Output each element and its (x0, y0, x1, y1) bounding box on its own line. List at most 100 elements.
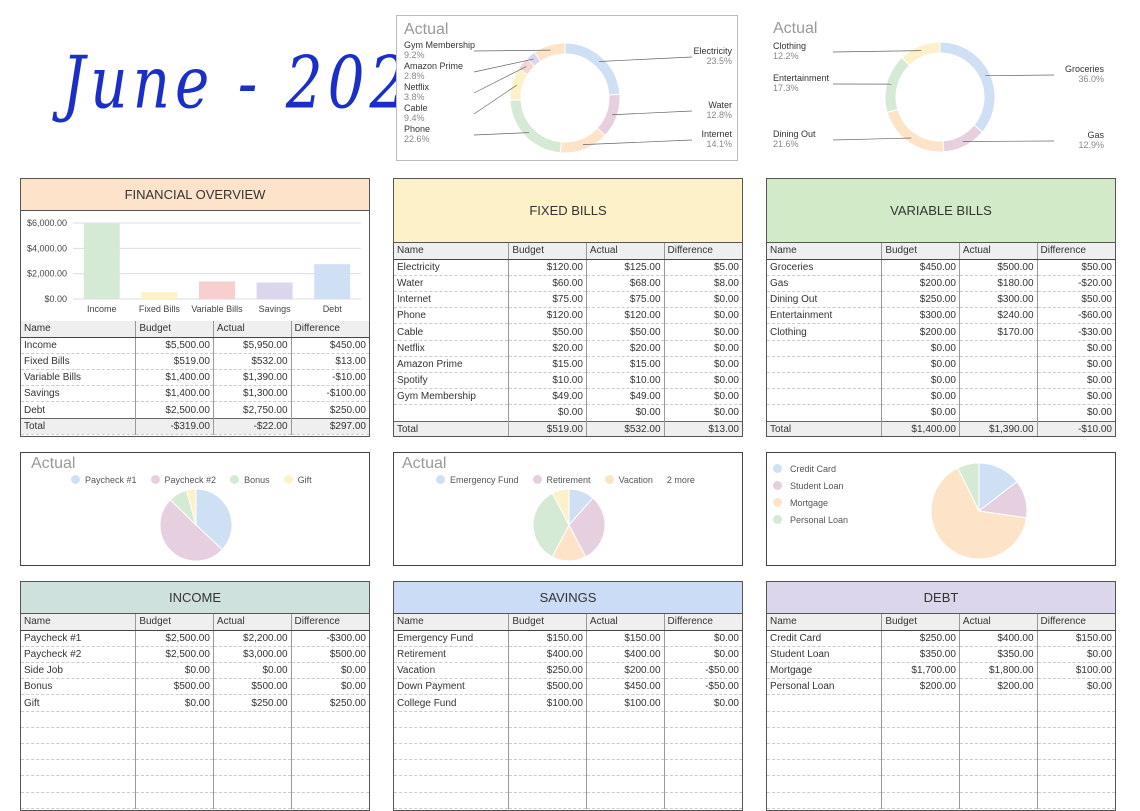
table-cell: $500.00 (136, 679, 214, 695)
table-cell: $450.00 (586, 679, 664, 695)
x-tick-label: Savings (259, 304, 292, 314)
table-cell: -$100.00 (291, 386, 369, 402)
table-row: Fixed Bills$519.00$532.00$13.00 (21, 353, 369, 369)
table-row: Debt$2,500.00$2,750.00$250.00 (21, 402, 369, 418)
table-cell (509, 776, 587, 792)
table-cell: $0.00 (136, 663, 214, 679)
table-row (394, 711, 742, 727)
slice-percent: 2.8% (404, 71, 425, 81)
slice-percent: 9.4% (404, 113, 425, 123)
table-cell (959, 356, 1037, 372)
table-cell (767, 695, 882, 711)
table-row: Emergency Fund$150.00$150.00$0.00 (394, 630, 742, 646)
table-cell (767, 727, 882, 743)
slice-label: Internet (701, 129, 732, 139)
table-cell: $0.00 (586, 405, 664, 421)
table-cell: $0.00 (1037, 340, 1115, 356)
bar-fixed-bills (141, 292, 177, 299)
table-cell: $5.00 (664, 259, 742, 275)
table-cell: $120.00 (509, 259, 587, 275)
table-cell: $0.00 (664, 405, 742, 421)
table-cell: $0.00 (882, 405, 960, 421)
total-cell: $532.00 (586, 421, 664, 437)
table-cell: $0.00 (1037, 405, 1115, 421)
table-row (394, 760, 742, 776)
leader-line (985, 75, 1054, 76)
table-row: Clothing$200.00$170.00-$30.00 (767, 324, 1115, 340)
table-cell (1037, 760, 1115, 776)
table-cell (959, 389, 1037, 405)
table-row: Side Job$0.00$0.00$0.00 (21, 663, 369, 679)
table-cell: $200.00 (882, 679, 960, 695)
bar-savings (257, 283, 293, 299)
slice-percent: 21.6% (773, 139, 799, 149)
table-row: Cable$50.00$50.00$0.00 (394, 324, 742, 340)
table-cell (291, 760, 369, 776)
y-tick-label: $6,000.00 (27, 218, 67, 228)
table-cell (882, 695, 960, 711)
column-header: Actual (586, 243, 664, 259)
table-cell: $13.00 (291, 353, 369, 369)
table-cell (767, 760, 882, 776)
table-cell: $0.00 (664, 356, 742, 372)
table-cell: $0.00 (664, 308, 742, 324)
table-cell: $68.00 (586, 275, 664, 291)
total-cell: $1,390.00 (959, 421, 1037, 437)
total-cell: $1,400.00 (882, 421, 960, 437)
table-cell: Gift (21, 695, 136, 711)
column-header: Difference (1037, 614, 1115, 630)
table-cell: -$300.00 (291, 630, 369, 646)
table-cell: $0.00 (136, 695, 214, 711)
table-cell: $125.00 (586, 259, 664, 275)
bar-variable-bills (199, 281, 235, 299)
table-cell: $250.00 (509, 663, 587, 679)
table-cell (664, 711, 742, 727)
table-cell: $50.00 (1037, 259, 1115, 275)
table-row: Gym Membership$49.00$49.00$0.00 (394, 389, 742, 405)
table-cell (136, 727, 214, 743)
table-cell: $1,300.00 (213, 386, 291, 402)
table-cell: Electricity (394, 259, 509, 275)
table-cell (959, 711, 1037, 727)
table-cell: $200.00 (586, 663, 664, 679)
panel-title: FINANCIAL OVERVIEW (21, 179, 369, 211)
total-cell: -$319.00 (136, 418, 214, 434)
table-cell (959, 760, 1037, 776)
table-cell: $50.00 (1037, 292, 1115, 308)
table-cell: $0.00 (664, 340, 742, 356)
table-cell: $1,700.00 (882, 663, 960, 679)
table-cell: $0.00 (664, 389, 742, 405)
table-cell (664, 760, 742, 776)
table-cell (136, 760, 214, 776)
slice-internet (560, 128, 605, 153)
table-cell: $1,390.00 (213, 370, 291, 386)
table-cell: $200.00 (882, 275, 960, 291)
table-row: Netflix$20.00$20.00$0.00 (394, 340, 742, 356)
table-cell: Side Job (21, 663, 136, 679)
total-cell: $519.00 (509, 421, 587, 437)
table-cell (213, 760, 291, 776)
table-cell: $350.00 (882, 646, 960, 662)
slice-clothing (902, 42, 940, 65)
table-cell (767, 744, 882, 760)
x-tick-label: Income (87, 304, 117, 314)
table-cell: Income (21, 337, 136, 353)
slice-label: Netflix (404, 82, 430, 92)
table-cell (767, 711, 882, 727)
table-cell (882, 711, 960, 727)
table-cell (509, 760, 587, 776)
table-cell (21, 727, 136, 743)
table-row: $0.00$0.00$0.00 (394, 405, 742, 421)
slice-label: Dining Out (773, 129, 816, 139)
table-cell: $250.00 (291, 695, 369, 711)
table-cell: $240.00 (959, 308, 1037, 324)
table-cell: $170.00 (959, 324, 1037, 340)
table-row: Paycheck #1$2,500.00$2,200.00-$300.00 (21, 630, 369, 646)
table-cell: $10.00 (586, 373, 664, 389)
table-cell: Emergency Fund (394, 630, 509, 646)
table-cell: Debt (21, 402, 136, 418)
table-cell: $0.00 (509, 405, 587, 421)
table-row: Income$5,500.00$5,950.00$450.00 (21, 337, 369, 353)
table-cell (882, 727, 960, 743)
